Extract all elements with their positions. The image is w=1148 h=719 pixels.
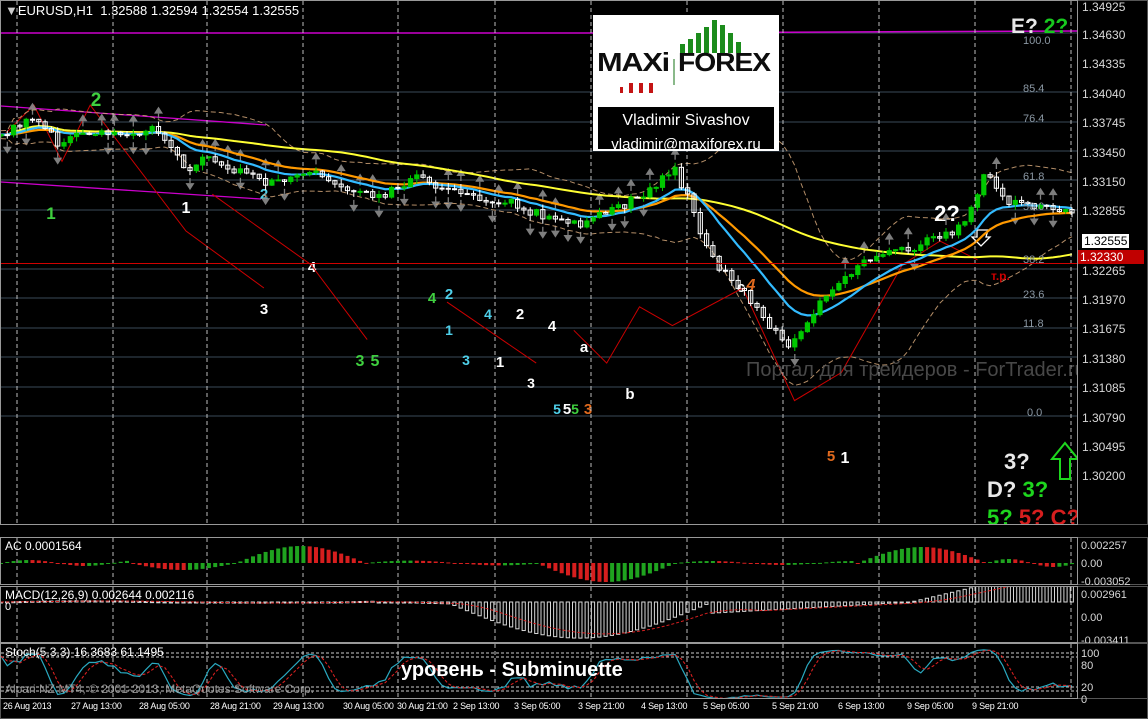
svg-text:2: 2 xyxy=(445,286,453,303)
svg-text:3: 3 xyxy=(356,353,365,370)
svg-text:5: 5 xyxy=(827,448,835,465)
svg-text:5: 5 xyxy=(371,353,380,370)
svg-text:4: 4 xyxy=(428,290,437,307)
svg-text:4: 4 xyxy=(484,306,492,322)
svg-text:5: 5 xyxy=(553,401,561,417)
svg-text:2?: 2? xyxy=(934,201,960,226)
svg-text:4: 4 xyxy=(308,259,317,276)
svg-text:1: 1 xyxy=(496,354,504,371)
svg-text:3: 3 xyxy=(462,352,470,368)
svg-text:1: 1 xyxy=(841,450,850,467)
svg-text:3: 3 xyxy=(260,301,268,318)
svg-text:1: 1 xyxy=(445,322,453,338)
svg-text:5: 5 xyxy=(563,401,571,418)
svg-text:MAXi: MAXi xyxy=(597,47,669,77)
svg-text:1: 1 xyxy=(46,204,55,223)
svg-text:1: 1 xyxy=(182,200,191,217)
svg-text:3: 3 xyxy=(527,375,535,391)
svg-text:FOREX: FOREX xyxy=(678,47,772,77)
svg-text:5: 5 xyxy=(571,401,579,417)
svg-text:2: 2 xyxy=(516,306,524,323)
svg-text:b: b xyxy=(625,386,634,403)
svg-text:4: 4 xyxy=(548,318,557,335)
svg-text:a: a xyxy=(580,339,589,356)
